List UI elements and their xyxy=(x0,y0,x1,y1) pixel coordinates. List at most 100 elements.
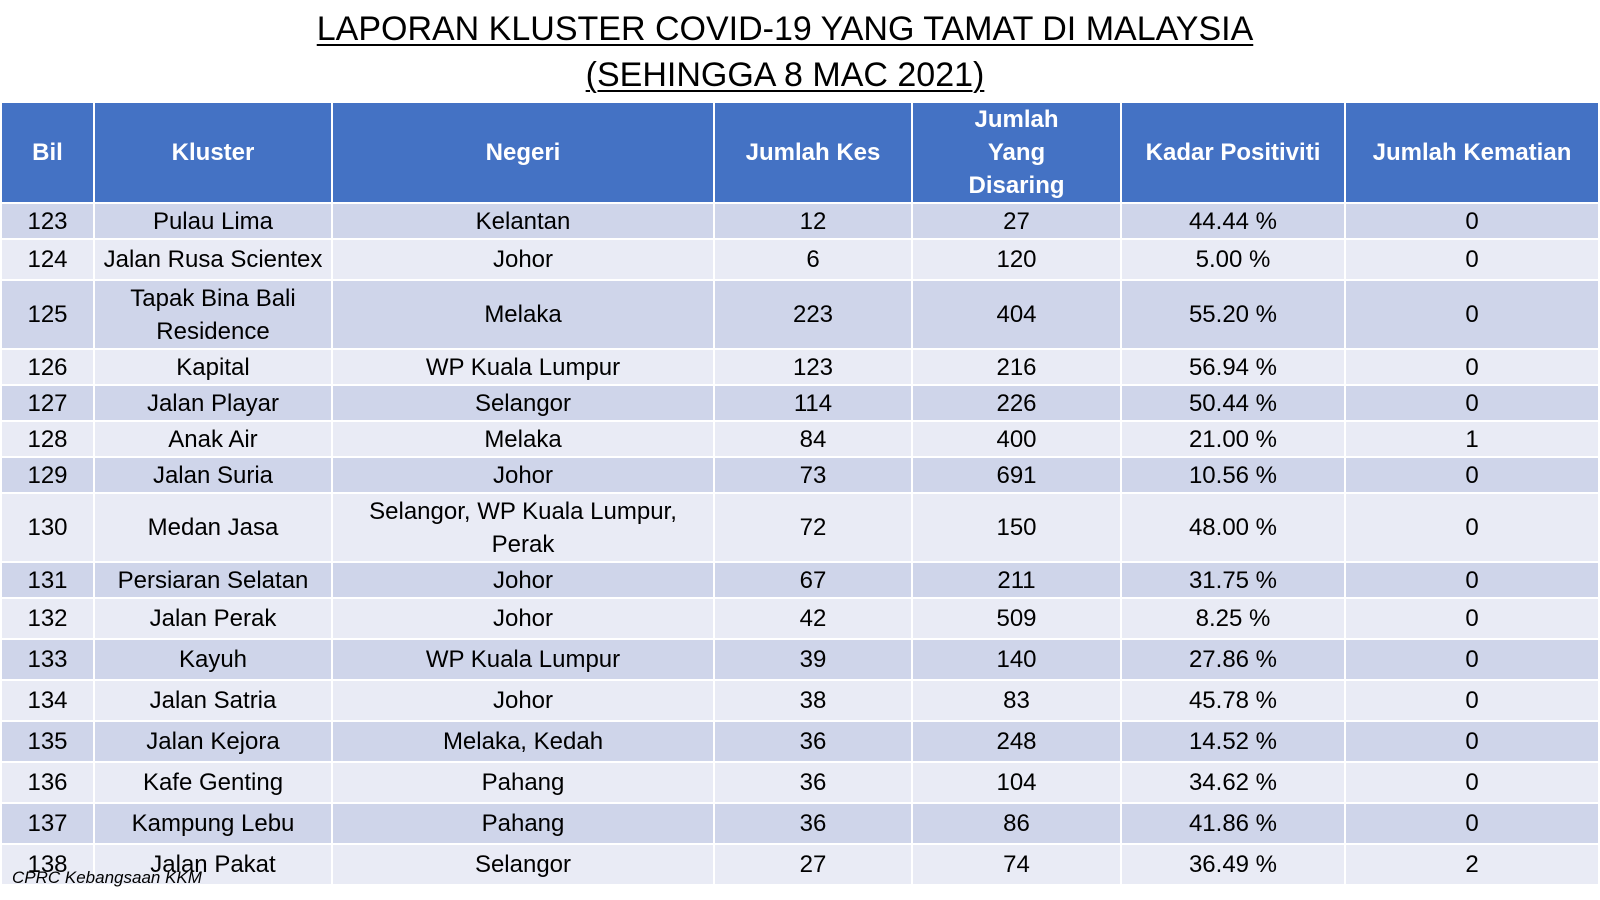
cell-jumlah-kes: 42 xyxy=(713,597,913,640)
source-note: CPRC Kebangsaan KKM xyxy=(12,868,202,887)
table-row: 125 Tapak Bina Bali Residence Melaka 223… xyxy=(0,279,1600,350)
cell-bil: 130 xyxy=(0,492,95,563)
cell-jumlah-kes: 12 xyxy=(713,202,913,240)
cell-jumlah-kematian: 0 xyxy=(1344,456,1600,494)
cell-kadar-positiviti: 5.00 % xyxy=(1120,238,1346,281)
cell-jumlah-kes: 72 xyxy=(713,492,913,563)
cell-jumlah-kematian: 0 xyxy=(1344,561,1600,599)
cell-negeri: Johor xyxy=(331,597,715,640)
cell-negeri: Kelantan xyxy=(331,202,715,240)
cell-jumlah-disaring: 226 xyxy=(911,384,1122,422)
cell-negeri: Selangor xyxy=(331,843,715,886)
cell-jumlah-kematian: 2 xyxy=(1344,843,1600,886)
table-row: 124 Jalan Rusa Scientex Johor 6 120 5.00… xyxy=(0,238,1600,281)
cell-jumlah-disaring: 216 xyxy=(911,348,1122,386)
table-row: 138 Jalan Pakat Selangor 27 74 36.49 % 2 xyxy=(0,843,1600,886)
cell-jumlah-kematian: 0 xyxy=(1344,279,1600,350)
cell-jumlah-disaring: 83 xyxy=(911,679,1122,722)
cell-negeri: Johor xyxy=(331,679,715,722)
cell-kluster: Jalan Kejora xyxy=(93,720,333,763)
cell-negeri: Johor xyxy=(331,456,715,494)
cell-kluster: Jalan Rusa Scientex xyxy=(93,238,333,281)
table-row: 126 Kapital WP Kuala Lumpur 123 216 56.9… xyxy=(0,348,1600,386)
cell-bil: 136 xyxy=(0,761,95,804)
cell-jumlah-kes: 67 xyxy=(713,561,913,599)
cell-jumlah-kes: 114 xyxy=(713,384,913,422)
cell-kluster: Kampung Lebu xyxy=(93,802,333,845)
cell-kluster: Kayuh xyxy=(93,638,333,681)
cell-bil: 129 xyxy=(0,456,95,494)
cell-negeri: WP Kuala Lumpur xyxy=(331,638,715,681)
cell-jumlah-kematian: 0 xyxy=(1344,802,1600,845)
cell-kadar-positiviti: 27.86 % xyxy=(1120,638,1346,681)
cell-kluster: Jalan Suria xyxy=(93,456,333,494)
header-row: Bil Kluster Negeri Jumlah Kes Jumlah Yan… xyxy=(0,101,1600,204)
cell-kadar-positiviti: 45.78 % xyxy=(1120,679,1346,722)
cell-negeri: Johor xyxy=(331,561,715,599)
cell-bil: 124 xyxy=(0,238,95,281)
cell-kluster: Kapital xyxy=(93,348,333,386)
report-title: LAPORAN KLUSTER COVID-19 YANG TAMAT DI M… xyxy=(0,6,1570,98)
table-row: 133 Kayuh WP Kuala Lumpur 39 140 27.86 %… xyxy=(0,638,1600,681)
cell-jumlah-kematian: 0 xyxy=(1344,638,1600,681)
table-row: 134 Jalan Satria Johor 38 83 45.78 % 0 xyxy=(0,679,1600,722)
cell-jumlah-kes: 84 xyxy=(713,420,913,458)
cell-bil: 134 xyxy=(0,679,95,722)
cell-kadar-positiviti: 31.75 % xyxy=(1120,561,1346,599)
cell-jumlah-kematian: 0 xyxy=(1344,679,1600,722)
cell-kadar-positiviti: 56.94 % xyxy=(1120,348,1346,386)
cell-jumlah-kematian: 0 xyxy=(1344,238,1600,281)
table-row: 130 Medan Jasa Selangor, WP Kuala Lumpur… xyxy=(0,492,1600,563)
cell-jumlah-kes: 6 xyxy=(713,238,913,281)
cell-jumlah-kematian: 0 xyxy=(1344,384,1600,422)
cell-kluster: Jalan Pakat xyxy=(93,843,333,886)
header-jumlah-kes: Jumlah Kes xyxy=(713,101,913,204)
title-line-1: LAPORAN KLUSTER COVID-19 YANG TAMAT DI M… xyxy=(316,10,1254,48)
table-row: 131 Persiaran Selatan Johor 67 211 31.75… xyxy=(0,561,1600,599)
cell-jumlah-disaring: 404 xyxy=(911,279,1122,350)
cell-negeri: WP Kuala Lumpur xyxy=(331,348,715,386)
cell-kadar-positiviti: 44.44 % xyxy=(1120,202,1346,240)
cell-bil: 126 xyxy=(0,348,95,386)
cell-jumlah-kematian: 0 xyxy=(1344,720,1600,763)
cell-bil: 127 xyxy=(0,384,95,422)
table-row: 127 Jalan Playar Selangor 114 226 50.44 … xyxy=(0,384,1600,422)
cell-kluster: Anak Air xyxy=(93,420,333,458)
cell-jumlah-kes: 73 xyxy=(713,456,913,494)
cell-jumlah-disaring: 691 xyxy=(911,456,1122,494)
table-row: 135 Jalan Kejora Melaka, Kedah 36 248 14… xyxy=(0,720,1600,763)
cell-negeri: Melaka xyxy=(331,279,715,350)
cell-jumlah-kes: 36 xyxy=(713,761,913,804)
cell-bil: 132 xyxy=(0,597,95,640)
cell-kluster: Persiaran Selatan xyxy=(93,561,333,599)
cell-kluster: Jalan Playar xyxy=(93,384,333,422)
cell-bil: 133 xyxy=(0,638,95,681)
cell-jumlah-kes: 36 xyxy=(713,720,913,763)
cell-jumlah-disaring: 248 xyxy=(911,720,1122,763)
cell-jumlah-kes: 223 xyxy=(713,279,913,350)
cell-jumlah-disaring: 27 xyxy=(911,202,1122,240)
cell-jumlah-disaring: 509 xyxy=(911,597,1122,640)
cell-bil: 137 xyxy=(0,802,95,845)
cell-jumlah-disaring: 211 xyxy=(911,561,1122,599)
cell-kadar-positiviti: 50.44 % xyxy=(1120,384,1346,422)
cell-kluster: Medan Jasa xyxy=(93,492,333,563)
cell-kadar-positiviti: 34.62 % xyxy=(1120,761,1346,804)
table-row: 129 Jalan Suria Johor 73 691 10.56 % 0 xyxy=(0,456,1600,494)
table-row: 132 Jalan Perak Johor 42 509 8.25 % 0 xyxy=(0,597,1600,640)
cell-jumlah-kematian: 0 xyxy=(1344,348,1600,386)
cell-jumlah-disaring: 140 xyxy=(911,638,1122,681)
cell-bil: 125 xyxy=(0,279,95,350)
cell-kadar-positiviti: 14.52 % xyxy=(1120,720,1346,763)
cell-jumlah-kes: 38 xyxy=(713,679,913,722)
cell-negeri: Selangor, WP Kuala Lumpur, Perak xyxy=(331,492,715,563)
cluster-table: Bil Kluster Negeri Jumlah Kes Jumlah Yan… xyxy=(0,101,1600,886)
cell-bil: 128 xyxy=(0,420,95,458)
cell-kluster: Pulau Lima xyxy=(93,202,333,240)
cell-jumlah-kes: 36 xyxy=(713,802,913,845)
table-body: 123 Pulau Lima Kelantan 12 27 44.44 % 0 … xyxy=(0,202,1600,886)
cell-kadar-positiviti: 55.20 % xyxy=(1120,279,1346,350)
cell-negeri: Johor xyxy=(331,238,715,281)
table-row: 137 Kampung Lebu Pahang 36 86 41.86 % 0 xyxy=(0,802,1600,845)
cell-negeri: Pahang xyxy=(331,802,715,845)
